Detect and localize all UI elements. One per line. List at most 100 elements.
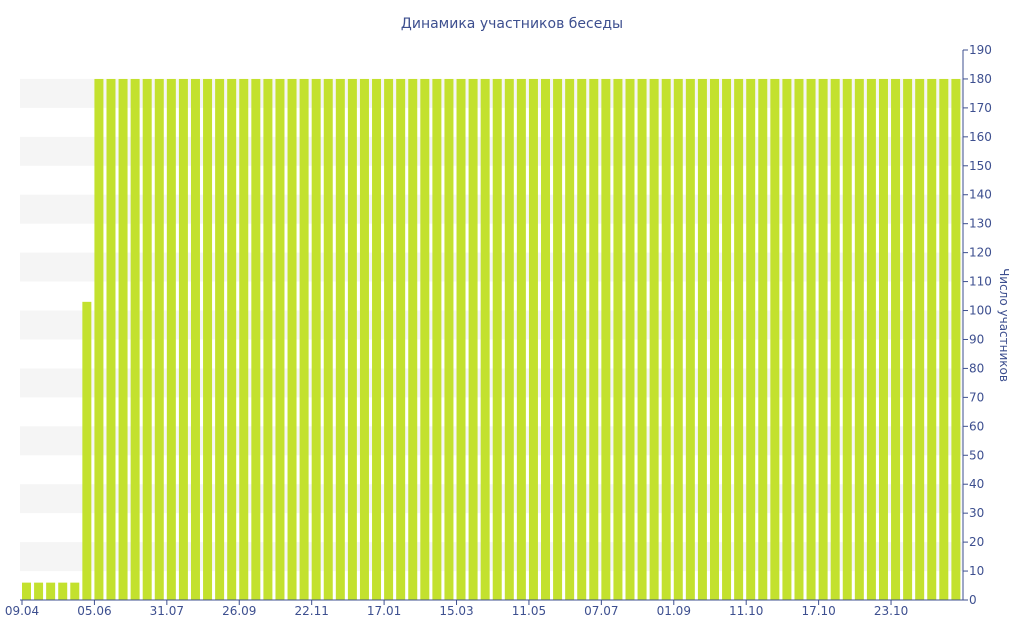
bar[interactable] [673, 78, 683, 600]
x-tick-label: 05.06 [77, 604, 111, 618]
bar[interactable] [806, 78, 816, 600]
x-tick-label: 23.10 [874, 604, 908, 618]
bar[interactable] [601, 78, 611, 600]
bar[interactable] [432, 78, 442, 600]
y-axis: 0 10 20 30 40 50 60 70 80 90 100 110 120 130 140 150 160… [962, 43, 992, 607]
bar[interactable] [504, 78, 514, 600]
bar[interactable] [166, 78, 176, 600]
bar[interactable] [516, 78, 526, 600]
bar[interactable] [709, 78, 719, 600]
bar[interactable] [480, 78, 490, 600]
bar[interactable] [613, 78, 623, 600]
y-tick-label: 120 [969, 246, 992, 260]
bar[interactable] [118, 78, 128, 600]
y-tick-label: 160 [969, 130, 992, 144]
bar[interactable] [697, 78, 707, 600]
bar[interactable] [323, 78, 333, 600]
bar[interactable] [734, 78, 744, 600]
bar[interactable] [347, 78, 357, 600]
bar[interactable] [794, 78, 804, 600]
bar[interactable] [142, 78, 152, 600]
bar[interactable] [263, 78, 273, 600]
bar[interactable] [577, 78, 587, 600]
bar[interactable] [34, 582, 44, 600]
y-tick-label: 110 [969, 275, 992, 289]
grid-band [20, 136, 963, 166]
bar[interactable] [58, 582, 68, 600]
y-tick-label: 100 [969, 304, 992, 318]
x-tick-label: 15.03 [439, 604, 473, 618]
bar[interactable] [178, 78, 188, 600]
y-tick-label: 190 [969, 43, 992, 57]
bar[interactable] [951, 78, 961, 600]
bar[interactable] [154, 78, 164, 600]
bar[interactable] [106, 78, 116, 600]
bar[interactable] [311, 78, 321, 600]
y-tick-label: 140 [969, 188, 992, 202]
bar[interactable] [384, 78, 394, 600]
bar[interactable] [420, 78, 430, 600]
bar[interactable] [468, 78, 478, 600]
bar[interactable] [541, 78, 551, 600]
bar[interactable] [878, 78, 888, 600]
bar[interactable] [589, 78, 599, 600]
bar[interactable] [661, 78, 671, 600]
bar[interactable] [492, 78, 502, 600]
bar[interactable] [46, 582, 56, 600]
x-tick-label: 26.09 [222, 604, 256, 618]
bar[interactable] [82, 301, 92, 600]
y-tick-label: 50 [969, 448, 984, 462]
bar[interactable] [854, 78, 864, 600]
y-tick-label: 40 [969, 477, 984, 491]
bar[interactable] [287, 78, 297, 600]
bar[interactable] [70, 582, 80, 600]
bar[interactable] [299, 78, 309, 600]
bar[interactable] [22, 582, 31, 600]
x-tick-label: 22.11 [295, 604, 329, 618]
bar[interactable] [227, 78, 237, 600]
bar[interactable] [190, 78, 200, 600]
bar[interactable] [275, 78, 285, 600]
bar[interactable] [130, 78, 140, 600]
x-tick-label: 07.07 [584, 604, 618, 618]
bar[interactable] [359, 78, 369, 600]
bar[interactable] [251, 78, 261, 600]
bar[interactable] [722, 78, 732, 600]
bar[interactable] [842, 78, 852, 600]
bar[interactable] [396, 78, 406, 600]
bar[interactable] [94, 78, 104, 600]
bar[interactable] [335, 78, 345, 600]
bar[interactable] [830, 78, 840, 600]
y-tick-label: 150 [969, 159, 992, 173]
bar[interactable] [758, 78, 768, 600]
bar[interactable] [625, 78, 635, 600]
bar[interactable] [553, 78, 563, 600]
bar[interactable] [456, 78, 466, 600]
bar[interactable] [782, 78, 792, 600]
bar[interactable] [891, 78, 901, 600]
bar[interactable] [866, 78, 876, 600]
bar[interactable] [565, 78, 575, 600]
bar[interactable] [444, 78, 454, 600]
bar[interactable] [528, 78, 538, 600]
bar[interactable] [637, 78, 647, 600]
bar[interactable] [203, 78, 213, 600]
bar[interactable] [939, 78, 949, 600]
bar[interactable] [685, 78, 695, 600]
bar[interactable] [649, 78, 659, 600]
bar[interactable] [818, 78, 828, 600]
bar[interactable] [239, 78, 249, 600]
bar[interactable] [915, 78, 925, 600]
bar[interactable] [215, 78, 225, 600]
bar[interactable] [372, 78, 382, 600]
bar[interactable] [408, 78, 418, 600]
y-tick-label: 70 [969, 390, 984, 404]
bar[interactable] [927, 78, 937, 600]
x-tick-label: 17.01 [367, 604, 401, 618]
bar[interactable] [903, 78, 913, 600]
bar[interactable] [746, 78, 756, 600]
bar[interactable] [770, 78, 780, 600]
y-tick-label: 180 [969, 72, 992, 86]
grid-band [20, 484, 963, 514]
